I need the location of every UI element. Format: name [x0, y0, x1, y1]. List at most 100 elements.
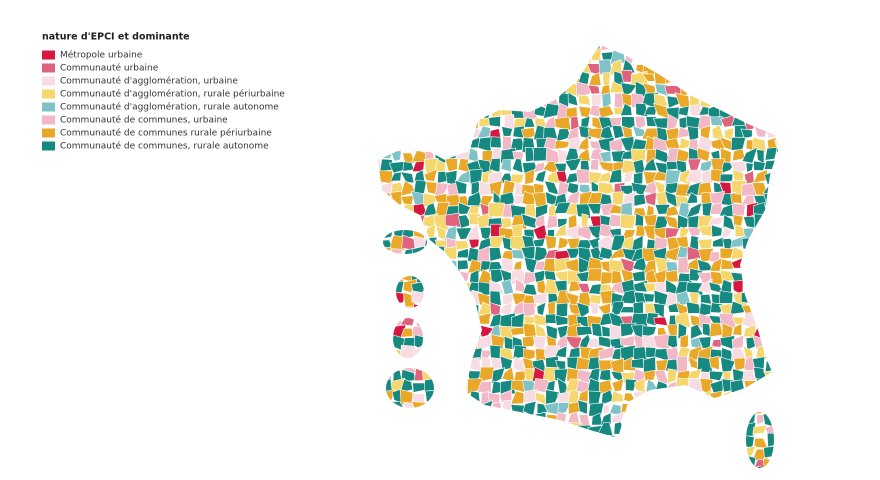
territory: [577, 399, 588, 415]
legend-swatch: [42, 63, 55, 73]
territory: [652, 400, 668, 416]
territory: [775, 345, 778, 362]
territory: [489, 235, 506, 252]
territory: [434, 94, 450, 107]
territory: [623, 170, 634, 184]
territory: [773, 125, 778, 142]
legend-label: Communauté urbaine: [60, 63, 159, 74]
territory: [754, 124, 769, 138]
territory: [669, 45, 681, 54]
territory: [766, 432, 778, 448]
territory: [532, 335, 548, 351]
territory: [456, 281, 471, 293]
territory: [378, 94, 381, 109]
territory: [697, 225, 713, 237]
territory: [700, 293, 712, 305]
territory: [448, 290, 461, 305]
territory: [469, 469, 482, 480]
territory: [669, 413, 679, 426]
territory: [731, 103, 747, 120]
territory: [709, 390, 723, 405]
territory: [488, 49, 504, 61]
territory: [687, 51, 702, 64]
territory: [774, 280, 778, 296]
territory: [763, 347, 776, 361]
territory: [512, 412, 527, 428]
territory: [631, 48, 648, 62]
territory: [590, 466, 604, 468]
territory: [544, 48, 557, 63]
territory: [765, 215, 778, 230]
territory: [378, 61, 395, 76]
territory: [773, 302, 778, 316]
territory: [500, 217, 513, 229]
territory: [643, 157, 658, 172]
territory: [390, 91, 405, 108]
territory: [776, 289, 778, 306]
territory: [509, 92, 526, 107]
territory: [710, 412, 721, 429]
territory: [752, 53, 768, 63]
territory: [589, 301, 599, 315]
territory: [775, 72, 778, 87]
territory: [668, 433, 681, 449]
territory: [675, 435, 691, 446]
territory: [378, 72, 384, 85]
territory: [454, 102, 470, 121]
territory: [521, 61, 539, 73]
territory: [468, 456, 478, 468]
territory: [421, 454, 434, 468]
territory: [556, 45, 571, 53]
territory: [756, 378, 769, 392]
territory: [411, 290, 427, 305]
territory: [389, 103, 403, 118]
territory: [677, 322, 688, 340]
territory: [753, 160, 766, 172]
territory: [587, 456, 605, 468]
territory: [535, 411, 547, 426]
territory: [379, 192, 393, 207]
territory: [745, 162, 754, 173]
territory: [378, 391, 382, 406]
territory: [774, 367, 778, 383]
territory: [578, 105, 592, 119]
territory: [763, 92, 778, 109]
territory: [434, 45, 447, 50]
territory: [707, 61, 725, 75]
territory: [723, 455, 733, 468]
territory: [557, 447, 571, 460]
territory: [764, 159, 778, 170]
territory: [390, 248, 403, 263]
territory: [753, 465, 770, 468]
territory: [378, 45, 392, 52]
territory: [511, 158, 524, 174]
territory: [701, 202, 713, 218]
territory: [633, 413, 646, 428]
territory: [719, 47, 734, 63]
territory: [776, 59, 778, 75]
territory: [763, 61, 778, 73]
territory: [487, 446, 506, 459]
territory: [689, 400, 701, 415]
territory: [401, 260, 417, 271]
territory: [457, 127, 471, 140]
territory: [752, 400, 769, 416]
territory: [743, 380, 759, 394]
territory: [774, 85, 778, 97]
territory: [780, 104, 787, 117]
territory: [719, 247, 734, 260]
territory: [512, 433, 528, 448]
territory: [401, 82, 417, 98]
territory: [556, 70, 569, 85]
territory: [454, 323, 471, 341]
territory: [656, 60, 670, 74]
territory: [752, 70, 769, 88]
territory: [753, 106, 769, 119]
territory: [632, 433, 648, 450]
territory: [371, 469, 382, 480]
territory: [546, 215, 558, 229]
territory: [499, 47, 515, 62]
territory: [589, 294, 602, 305]
territory: [643, 356, 657, 373]
territory: [390, 129, 404, 143]
